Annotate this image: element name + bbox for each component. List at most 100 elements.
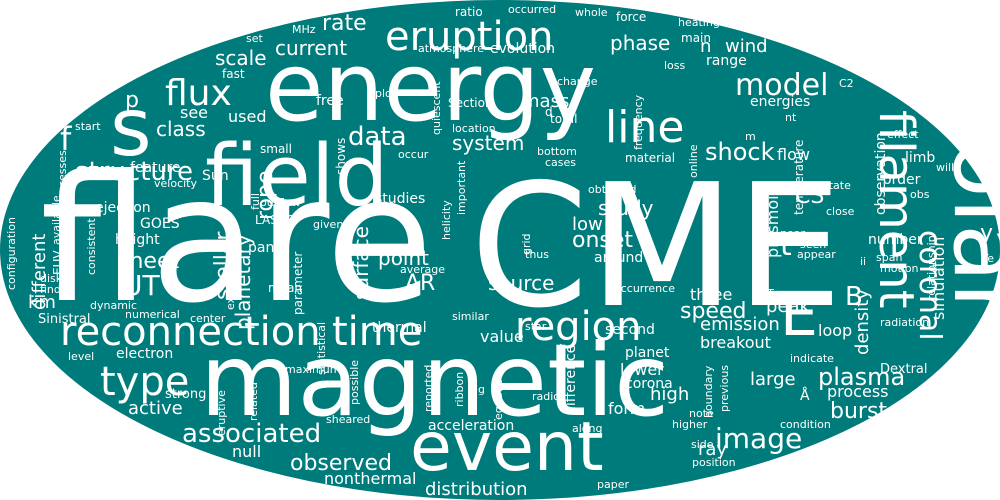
word-burst: burst	[830, 399, 887, 424]
word-average: average	[400, 263, 445, 276]
word-bottom: bottom	[537, 145, 577, 158]
word-different: different	[29, 234, 50, 310]
word-quiescent: quiescent	[430, 81, 443, 135]
word-possible: possible	[348, 360, 361, 405]
word-reconnection: reconnection	[60, 309, 321, 355]
word-stellar: stellar	[211, 231, 236, 300]
word-coronal: coronal	[912, 230, 947, 341]
word-small: small	[260, 142, 292, 156]
word-eit: EIT	[757, 287, 774, 300]
word-acceleration: acceleration	[428, 418, 514, 434]
word-flux: flux	[165, 73, 232, 114]
word-heating: heating	[678, 16, 720, 29]
word-sun: Sun	[202, 168, 229, 184]
word-center: center	[190, 312, 226, 325]
word-e: E	[780, 280, 818, 350]
word-structure: structure	[75, 157, 193, 187]
word-near: near	[780, 227, 805, 240]
word-planetary: planetary	[231, 234, 255, 330]
word-line: line	[605, 102, 684, 153]
word-studies: studies	[375, 191, 425, 207]
word-order: order	[883, 172, 921, 188]
word-energies: energies	[750, 94, 810, 110]
word-position: position	[692, 456, 736, 469]
word-source: source	[488, 271, 554, 295]
word-lasco: LASCO	[255, 213, 296, 227]
word-will: will	[936, 161, 954, 174]
word-free: free	[316, 93, 344, 109]
word-appear: appear	[797, 248, 836, 261]
word-whole: whole	[575, 6, 608, 19]
word-motion: motion	[880, 262, 919, 275]
word-see: see	[180, 103, 208, 122]
word-shock: shock	[705, 138, 775, 166]
word-nonthermal: nonthermal	[324, 469, 416, 488]
word-fast: fast	[222, 67, 245, 81]
word-point: point	[378, 246, 429, 270]
word-active: active	[128, 398, 183, 419]
word-km: km	[28, 292, 56, 313]
word-corona: corona	[625, 376, 673, 392]
word-material: material	[625, 151, 675, 165]
word-similar: similar	[452, 310, 489, 323]
word-flare: flare	[40, 139, 433, 342]
word-second: second	[605, 322, 655, 338]
word-obtained: obtained	[588, 183, 637, 196]
word-atmosphere: atmosphere	[418, 42, 484, 55]
word-scale: scale	[215, 46, 267, 70]
word-data: data	[348, 122, 407, 152]
word-mi: mi	[761, 182, 774, 196]
word-difference: difference	[563, 345, 579, 415]
word-obs: obs	[910, 188, 930, 201]
word-important: important	[455, 160, 468, 215]
word-radio: radio	[532, 390, 560, 403]
word-strong: strong	[165, 387, 206, 402]
word-energy: energy	[265, 33, 596, 143]
word-process: process	[827, 382, 888, 401]
word-emission: emission	[700, 314, 780, 335]
word-eruption: eruption	[385, 14, 553, 60]
word-around: around	[594, 250, 643, 266]
word-speed: speed	[680, 299, 746, 324]
word-note: note	[689, 407, 714, 420]
word-star: star	[525, 320, 547, 333]
word-value: value	[480, 327, 524, 346]
word-field: field	[205, 127, 388, 226]
word-radiation: radiation	[880, 316, 929, 329]
word-feature: feature	[130, 160, 181, 176]
word-ar: AR	[405, 271, 435, 296]
word-loop: loop	[818, 321, 852, 340]
word-parameter: parameter	[291, 252, 305, 315]
word-thus: thus	[525, 248, 549, 261]
word-along: along	[572, 422, 602, 435]
word-level: level	[68, 350, 94, 363]
word-electron: electron	[116, 346, 173, 362]
word-high: high	[650, 384, 689, 405]
word-close: close	[826, 205, 855, 218]
word-span: span	[876, 251, 902, 264]
word-f: f	[60, 120, 72, 158]
word-height: height	[115, 232, 160, 248]
word-grid: grid	[520, 233, 533, 255]
word-y: y	[980, 221, 993, 246]
word-velocity: velocity	[154, 177, 197, 190]
word-plasma: plasma	[818, 363, 905, 391]
word-simulation: simulation	[929, 237, 948, 320]
word-start: start	[75, 120, 101, 133]
word-maximum: maximum	[285, 363, 340, 376]
word-thermal: thermal	[372, 320, 427, 336]
word-loss: loss	[664, 59, 686, 72]
word-onset: onset	[572, 228, 633, 253]
word-ray: ray	[698, 439, 727, 460]
word-solar: solar	[932, 90, 1000, 322]
word-dextral: Dextral	[880, 362, 928, 377]
word-filament: filament	[868, 110, 924, 309]
word-plasmoid: plasmoid	[763, 185, 782, 258]
word-phase: phase	[610, 31, 670, 55]
word-d: d	[545, 105, 553, 119]
word-dynamic: dynamic	[90, 299, 137, 312]
word-density: density	[852, 289, 873, 355]
word-surface: surface	[349, 226, 373, 300]
